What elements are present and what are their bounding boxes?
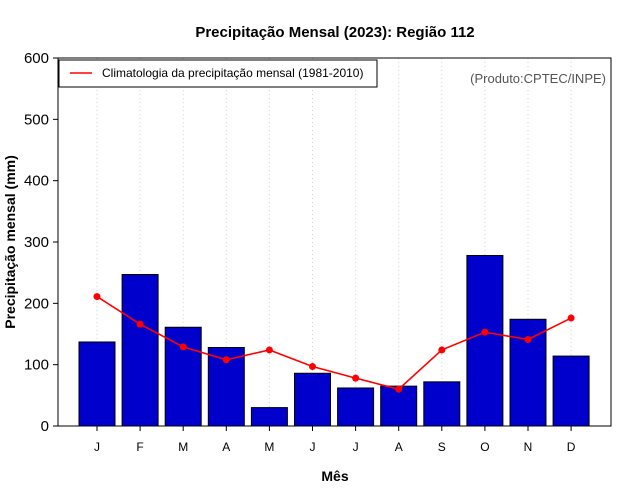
bar-series — [78, 254, 590, 427]
climatology-point — [265, 346, 273, 354]
y-tick-label: 500 — [24, 111, 49, 128]
climatology-point — [309, 363, 316, 371]
climatology-point — [524, 336, 532, 344]
x-tick-label: M — [264, 440, 274, 454]
bar — [294, 372, 331, 427]
y-tick-label: 400 — [24, 173, 49, 190]
climatology-point — [567, 314, 575, 322]
bar — [337, 387, 375, 427]
climatology-line-series — [93, 293, 575, 393]
climatology-point — [93, 293, 101, 301]
y-tick-label: 100 — [24, 357, 49, 374]
x-tick-label: O — [480, 440, 489, 454]
climatology-point — [395, 385, 403, 393]
y-axis: 0 100 200 300 400 500 600 — [24, 50, 58, 435]
legend-box — [58, 59, 378, 88]
y-tick-label: 200 — [24, 295, 49, 312]
climatology-point — [222, 356, 230, 364]
climatology-line — [96, 295, 572, 391]
legend: Climatologia da precipitação mensal (198… — [58, 59, 378, 88]
climatology-point — [438, 346, 446, 354]
x-tick-label: J — [310, 440, 316, 454]
bar — [164, 326, 202, 427]
y-tick-label: 0 — [41, 418, 49, 435]
bar — [423, 381, 461, 427]
x-tick-label: D — [567, 440, 576, 454]
chart-title: Precipitação Mensal (2023): Região 112 — [195, 24, 474, 41]
x-tick-label: S — [438, 440, 446, 454]
climatology-point — [481, 328, 489, 336]
bar — [78, 341, 116, 427]
x-tick-label: F — [136, 440, 143, 454]
x-tick-label: J — [94, 440, 100, 454]
legend-label: Climatologia da precipitação mensal (198… — [102, 66, 363, 80]
x-tick-label: M — [178, 440, 188, 454]
bar — [466, 254, 504, 427]
y-tick-label: 300 — [24, 234, 49, 251]
x-tick-label: A — [222, 440, 230, 454]
y-tick-label: 600 — [24, 50, 49, 67]
bar — [121, 274, 159, 427]
climatology-point — [136, 320, 144, 328]
bar — [250, 407, 288, 427]
bar — [552, 355, 590, 427]
climatology-point — [352, 374, 360, 382]
x-tick-label: J — [353, 440, 359, 454]
climatology-point — [179, 343, 187, 351]
y-axis-title: Precipitação mensal (mm) — [2, 155, 18, 329]
x-tick-label: A — [395, 440, 403, 454]
source-annotation: (Produto:CPTEC/INPE) — [470, 71, 606, 86]
x-tick-label: N — [524, 440, 533, 454]
vertical-gridlines — [96, 58, 572, 426]
x-axis-title: Mês — [321, 468, 348, 484]
bar — [509, 318, 547, 427]
